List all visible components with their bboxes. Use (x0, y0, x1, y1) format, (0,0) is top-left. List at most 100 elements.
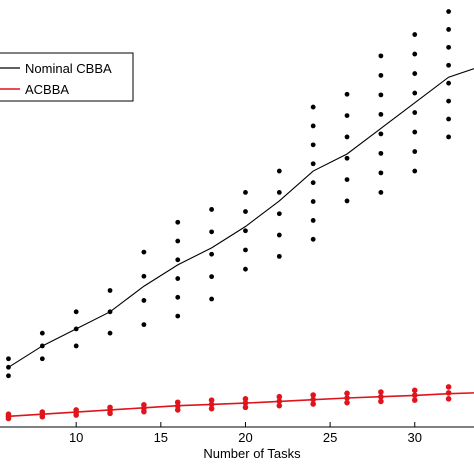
data-point (445, 396, 452, 402)
data-point (175, 313, 181, 319)
x-tick-label: 10 (69, 430, 83, 445)
data-point (174, 407, 181, 413)
data-point (276, 253, 282, 259)
data-point (378, 131, 384, 137)
data-point (242, 404, 249, 411)
data-point (344, 399, 350, 406)
data-point (243, 266, 248, 272)
data-point (276, 402, 283, 409)
data-point (344, 91, 350, 97)
data-point (344, 134, 350, 140)
data-point (412, 110, 418, 115)
data-point (446, 9, 452, 14)
data-point (39, 330, 45, 336)
data-point (141, 322, 147, 328)
data-point (175, 238, 181, 244)
legend-box (0, 52, 134, 102)
data-point (344, 177, 350, 182)
data-point (344, 198, 350, 204)
data-point (378, 111, 384, 117)
data-point (446, 98, 452, 104)
data-point (175, 219, 181, 225)
data-point (107, 288, 113, 293)
data-point (243, 209, 248, 214)
data-point (73, 309, 79, 315)
data-point (39, 356, 45, 362)
data-point (446, 44, 452, 50)
series-acbba (5, 384, 474, 422)
x-axis-title: Number of Tasks (203, 446, 301, 461)
data-point (209, 207, 215, 212)
data-point (310, 199, 316, 204)
data-point (412, 90, 418, 96)
data-point (411, 387, 418, 394)
x-tick-label: 15 (154, 430, 168, 445)
data-point (209, 251, 215, 257)
data-point (141, 298, 147, 303)
x-tick-label: 25 (323, 430, 337, 445)
x-tick-label: 30 (408, 430, 422, 445)
data-point (6, 356, 11, 362)
data-point (276, 168, 282, 174)
data-point (73, 343, 79, 349)
data-point (445, 384, 452, 390)
data-point (208, 397, 215, 403)
data-point (310, 104, 316, 110)
data-point (412, 51, 418, 57)
data-point (175, 257, 181, 263)
data-point (209, 296, 215, 302)
data-point (310, 236, 316, 242)
data-point (310, 161, 316, 167)
data-point (242, 396, 249, 402)
data-point (107, 330, 113, 336)
data-point (276, 211, 282, 217)
data-point (446, 80, 452, 86)
plot-area (5, 9, 474, 422)
data-point (344, 390, 350, 397)
data-point (276, 189, 282, 195)
data-point (174, 399, 181, 406)
data-point (310, 401, 316, 407)
data-point (310, 392, 316, 398)
data-point (107, 404, 113, 411)
legend-label-acbba: ACBBA (25, 82, 69, 97)
data-point (344, 155, 350, 161)
data-point (446, 62, 452, 68)
data-point (243, 247, 248, 253)
data-point (378, 189, 384, 195)
data-point (378, 150, 384, 156)
data-point (378, 170, 384, 176)
data-point (276, 393, 283, 400)
data-point (378, 53, 384, 59)
legend-label-nominal-cbba: Nominal CBBA (25, 61, 112, 76)
data-point (310, 218, 316, 223)
data-point (175, 276, 181, 281)
data-point (378, 72, 384, 78)
data-point (141, 273, 147, 279)
data-point (243, 189, 248, 195)
data-point (378, 398, 384, 405)
series-nominal-cbba (6, 9, 474, 379)
data-point (378, 389, 384, 395)
mean-line (8, 392, 474, 418)
data-point (412, 168, 418, 174)
x-axis: 10 15 20 25 30 (0, 422, 474, 445)
data-point (412, 149, 418, 154)
data-point (310, 123, 316, 129)
data-point (6, 373, 11, 379)
data-point (412, 32, 418, 37)
data-point (208, 405, 215, 412)
data-point (344, 113, 350, 119)
data-point (446, 27, 452, 32)
data-point (141, 249, 147, 255)
data-point (243, 228, 248, 234)
data-point (411, 397, 418, 403)
mean-line (8, 68, 474, 368)
legend: Nominal CBBA ACBBA (0, 52, 134, 102)
data-point (209, 274, 215, 280)
data-point (446, 134, 452, 140)
x-tick-label: 20 (238, 430, 252, 445)
data-point (412, 129, 418, 135)
data-point (141, 402, 147, 408)
